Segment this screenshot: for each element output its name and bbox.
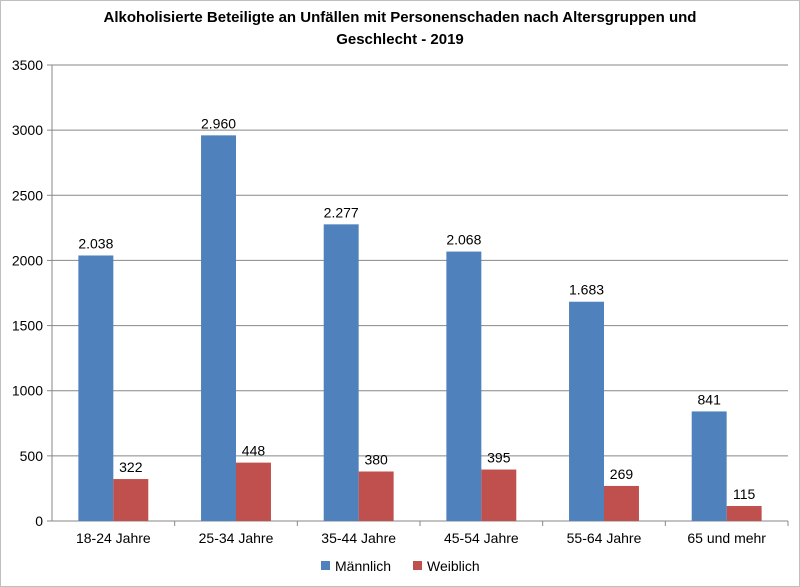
data-label: 841 bbox=[698, 391, 722, 407]
bar-maennlich bbox=[691, 411, 727, 521]
data-label: 1.683 bbox=[569, 282, 604, 298]
bar-weiblich bbox=[604, 485, 639, 521]
bar-weiblich bbox=[113, 479, 149, 521]
bar-maennlich bbox=[569, 301, 604, 521]
data-label: 322 bbox=[119, 459, 143, 475]
bar-maennlich bbox=[78, 255, 114, 521]
y-tick-label: 1500 bbox=[12, 318, 43, 334]
bar-weiblich bbox=[358, 471, 394, 521]
bar-weiblich bbox=[236, 462, 271, 521]
y-tick-label: 3500 bbox=[12, 57, 43, 73]
chart-title-line-2: Geschlecht - 2019 bbox=[336, 31, 464, 48]
data-label: 115 bbox=[733, 486, 756, 502]
bar-weiblich bbox=[726, 506, 762, 521]
data-label: 448 bbox=[242, 443, 266, 459]
bar-maennlich bbox=[323, 224, 359, 522]
y-tick-label: 0 bbox=[35, 513, 43, 529]
legend: Männlich Weiblich bbox=[321, 558, 480, 574]
data-labels: 2.038 322 2.960 448 2.277 380 2.068 395 1.683 269… bbox=[78, 115, 755, 502]
legend-label: Weiblich bbox=[427, 558, 480, 574]
gridlines bbox=[52, 64, 788, 457]
bar-maennlich bbox=[446, 251, 482, 521]
data-label: 2.960 bbox=[201, 115, 236, 131]
legend-label: Männlich bbox=[335, 558, 391, 574]
chart-title-line-1: Alkoholisierte Beteiligte an Unfällen mi… bbox=[103, 9, 697, 26]
y-tick-label: 1000 bbox=[12, 383, 43, 399]
x-tick-label: 45-54 Jahre bbox=[444, 530, 519, 546]
data-label: 2.038 bbox=[78, 235, 113, 251]
bars bbox=[78, 135, 762, 522]
legend-swatch bbox=[413, 561, 422, 570]
data-label: 2.068 bbox=[446, 232, 481, 248]
bar-weiblich bbox=[481, 469, 517, 521]
x-tick-label: 55-64 Jahre bbox=[567, 530, 642, 546]
legend-swatch bbox=[321, 561, 330, 570]
x-tick-label: 35-44 Jahre bbox=[321, 530, 396, 546]
y-tick-label: 500 bbox=[20, 448, 44, 464]
y-tick-label: 3000 bbox=[12, 122, 43, 138]
x-tick-label: 25-34 Jahre bbox=[199, 530, 274, 546]
data-label: 2.277 bbox=[324, 204, 359, 220]
x-tick-label: 18-24 Jahre bbox=[76, 530, 151, 546]
bar-maennlich bbox=[201, 135, 236, 521]
x-tick-label: 65 und mehr bbox=[687, 530, 766, 546]
data-label: 395 bbox=[487, 450, 511, 466]
data-label: 269 bbox=[610, 466, 634, 482]
y-tick-label: 2500 bbox=[12, 187, 43, 203]
axes: 0 500 1000 1500 2000 2500 3000 3500 18-24 Jahre 2… bbox=[12, 57, 789, 546]
y-tick-label: 2000 bbox=[12, 252, 43, 268]
data-label: 380 bbox=[364, 451, 388, 467]
